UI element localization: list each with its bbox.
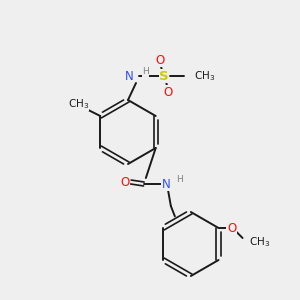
Text: CH$_3$: CH$_3$ <box>249 235 270 249</box>
Text: CH$_3$: CH$_3$ <box>68 97 89 111</box>
Text: O: O <box>120 176 130 188</box>
Text: N: N <box>125 70 134 83</box>
Text: N: N <box>161 178 170 190</box>
Text: H: H <box>176 175 183 184</box>
Text: O: O <box>164 85 172 98</box>
Text: O: O <box>155 53 165 67</box>
Text: S: S <box>159 70 169 83</box>
Text: H: H <box>142 68 149 76</box>
Text: O: O <box>227 221 236 235</box>
Text: CH$_3$: CH$_3$ <box>194 69 215 83</box>
